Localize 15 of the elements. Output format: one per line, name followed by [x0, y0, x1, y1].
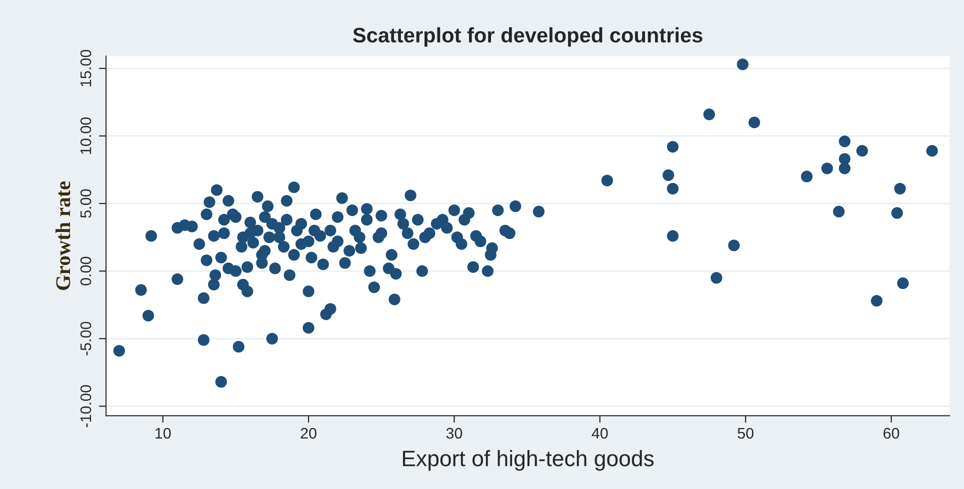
- x-tick-label: 30: [446, 428, 462, 439]
- y-tick-label: 10.00: [80, 117, 92, 154]
- y-axis-title: Growth rate: [56, 181, 70, 290]
- y-tick-label: 15.00: [80, 50, 92, 86]
- x-tick-label: 20: [300, 428, 316, 439]
- x-tick-label: 40: [592, 428, 608, 439]
- y-tick-label: -10.00: [80, 385, 92, 428]
- x-tick-label: 50: [738, 428, 754, 439]
- y-tick-label: 0.00: [80, 256, 92, 286]
- x-tick-label: 60: [884, 428, 900, 439]
- chart-title: Scatterplot for developed countries: [353, 27, 702, 47]
- x-tick-label: 10: [156, 428, 171, 439]
- y-tick-label: 5.00: [80, 189, 92, 218]
- y-tick-label: -5.00: [80, 322, 92, 356]
- x-axis-title: Export of high-tech goods: [403, 450, 654, 471]
